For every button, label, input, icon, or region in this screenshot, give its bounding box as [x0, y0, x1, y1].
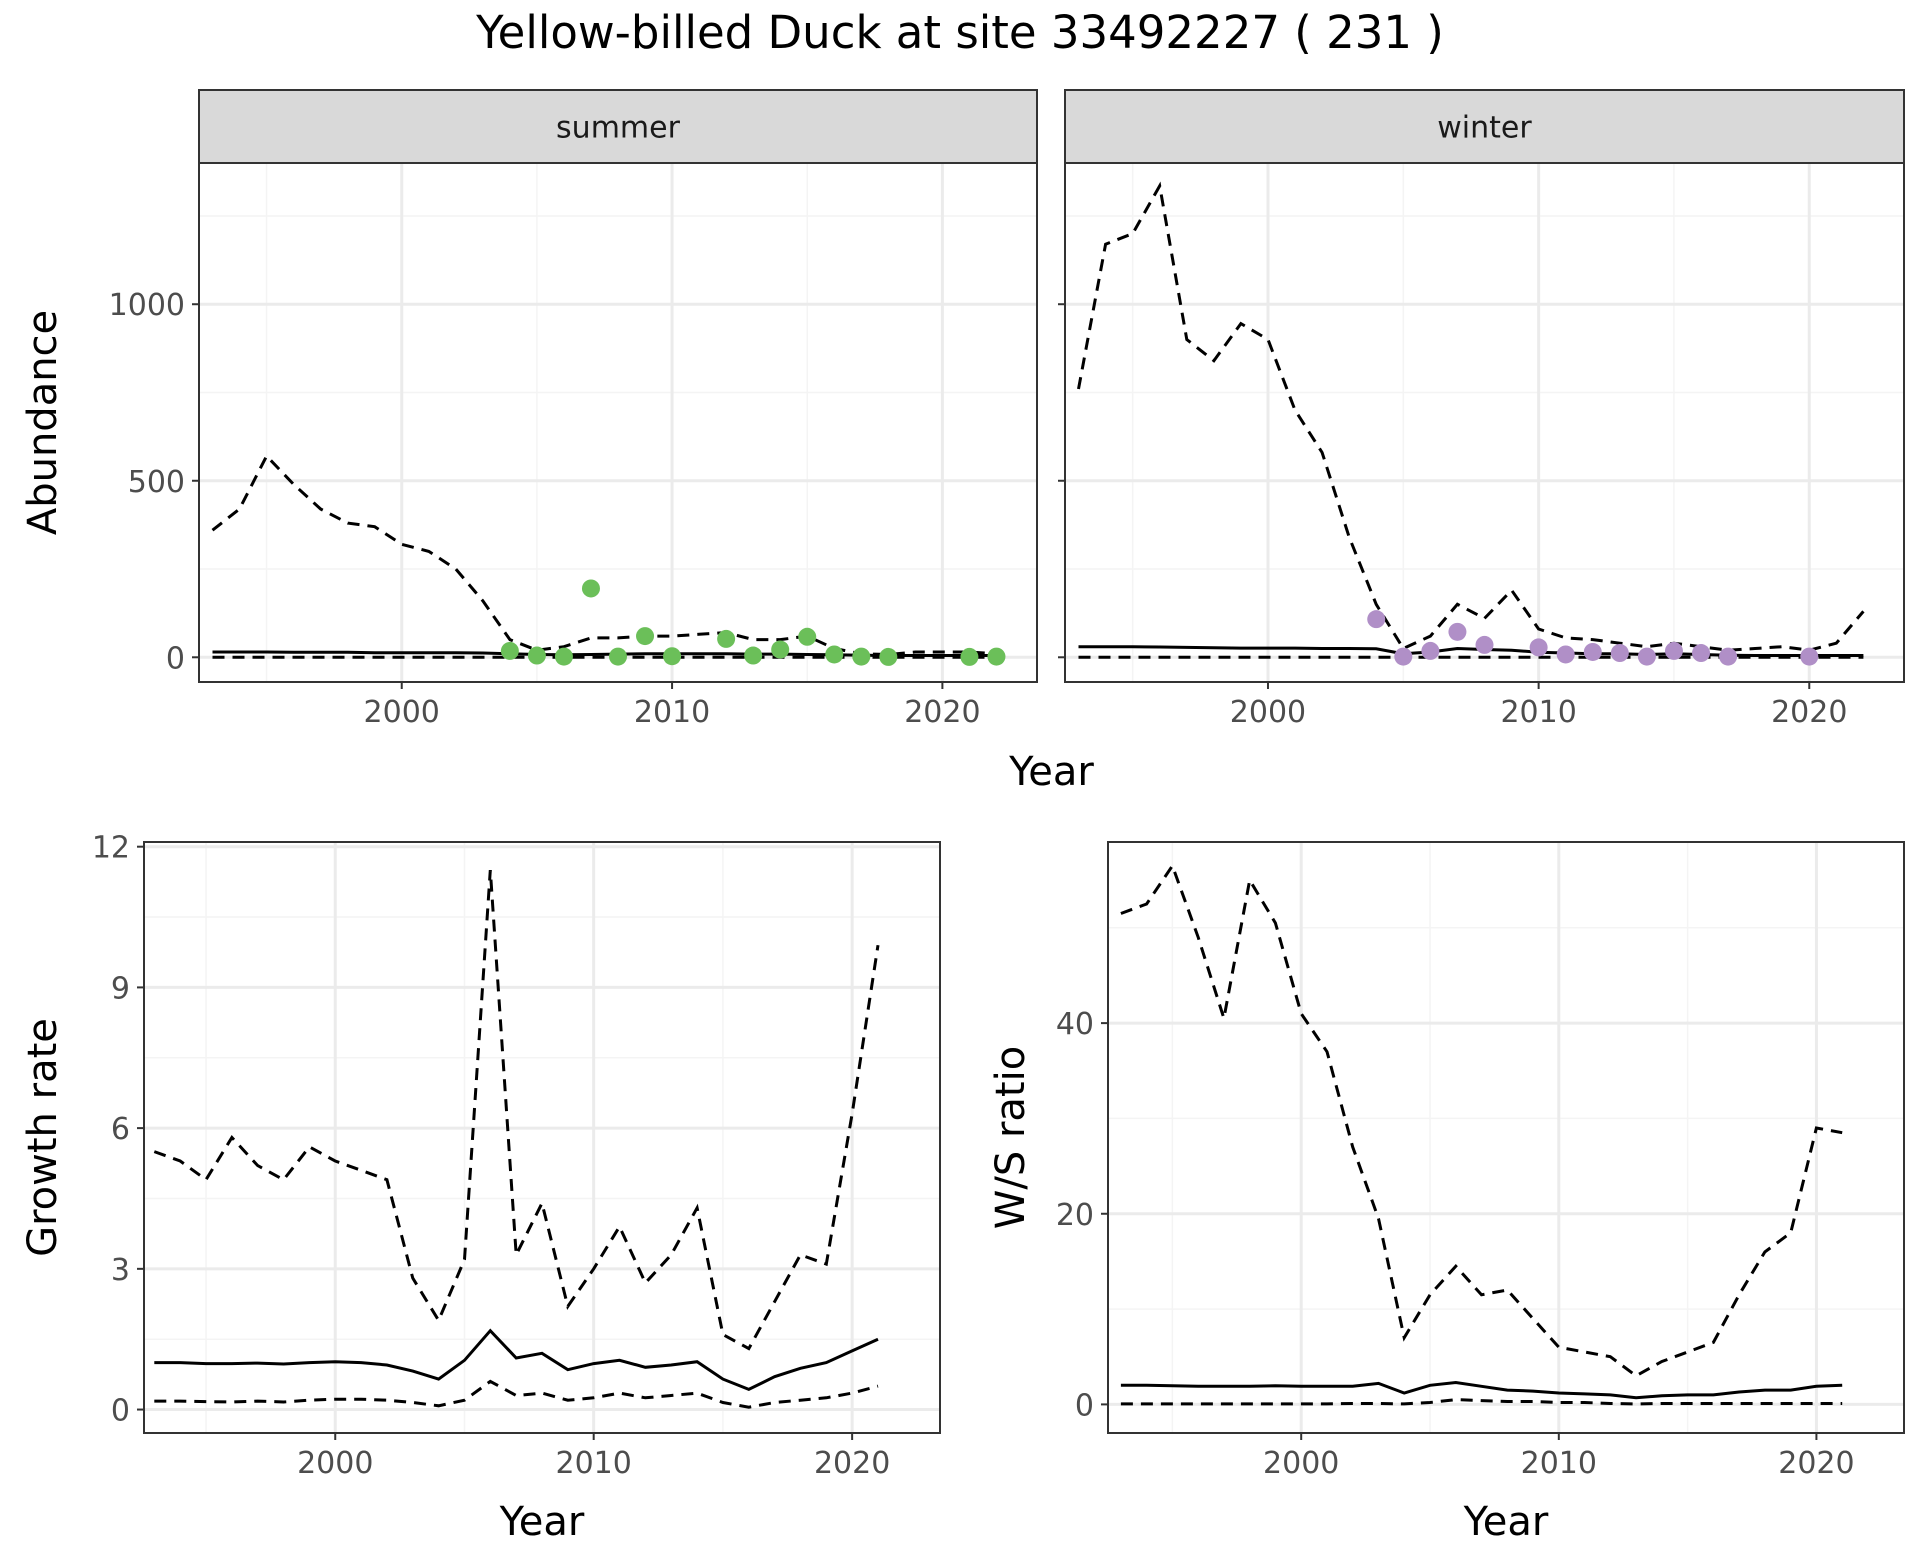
observed-point: [609, 647, 627, 666]
x-tick-label: 2010: [634, 695, 710, 730]
x-tick-label: 2000: [1263, 1446, 1339, 1481]
observed-point: [798, 627, 817, 646]
observed-point: [1448, 622, 1467, 641]
series-mean-line: [1078, 645, 1864, 657]
y-tick-label: 6: [111, 1112, 130, 1147]
chart-panel-3: 2000 2010 2020 0 20 40: [1056, 841, 1905, 1481]
observed-point: [1421, 641, 1440, 660]
y-tick-label: 3: [111, 1253, 130, 1288]
x-axis-title-top: Year: [1008, 749, 1094, 795]
y-tick-label: 20: [1056, 1198, 1094, 1233]
panel-border: [1064, 162, 1905, 683]
y-tick-label: 0: [1075, 1388, 1094, 1423]
facet-label: winter: [1437, 111, 1532, 146]
axis-titles: Year Abundance Year Growth rate Year W/S rati…: [20, 310, 1549, 1545]
series-mean-line: [154, 1328, 879, 1392]
x-tick-label: 2010: [1500, 695, 1576, 730]
observed-point: [554, 647, 573, 666]
x-tick-label: 2020: [814, 1446, 890, 1481]
series-upper-line: [1077, 181, 1865, 652]
observed-point: [500, 641, 519, 660]
facet-label: summer: [556, 111, 681, 146]
x-tick-label: 2010: [1521, 1446, 1597, 1481]
x-tick-label: 2000: [364, 695, 440, 730]
observed-point: [636, 627, 655, 646]
panel-border: [1107, 841, 1905, 1434]
observed-point: [852, 647, 871, 666]
observed-point: [1664, 641, 1683, 660]
series-upper-line: [211, 453, 997, 657]
x-tick-label: 2000: [297, 1446, 373, 1481]
observed-point: [1556, 645, 1575, 664]
observed-point: [960, 647, 979, 666]
series-mean-line: [1120, 1380, 1843, 1400]
series-lower-line: [1120, 1398, 1843, 1406]
panel-border: [198, 162, 1038, 683]
y-axis-title-growth: Growth rate: [20, 1018, 66, 1257]
y-tick-label: 0: [111, 1394, 130, 1429]
observed-point: [1637, 647, 1656, 666]
observed-point: [527, 646, 546, 665]
x-tick-label: 2020: [1778, 1446, 1854, 1481]
x-axis-title-growth: Year: [499, 1499, 585, 1545]
observed-point: [717, 629, 736, 648]
y-tick-label: 500: [128, 465, 185, 500]
y-tick-label: 40: [1056, 1007, 1094, 1042]
y-tick-label: 9: [111, 971, 130, 1006]
chart-title: Yellow-billed Duck at site 33492227 ( 23…: [475, 6, 1444, 59]
series-lower-line: [154, 1379, 879, 1409]
observed-point: [879, 647, 898, 666]
y-axis-title-abundance: Abundance: [20, 310, 66, 535]
observed-point: [1610, 644, 1629, 663]
y-tick-label: 12: [92, 831, 130, 866]
observed-point: [581, 579, 600, 598]
x-tick-label: 2010: [556, 1446, 632, 1481]
observed-point: [1800, 647, 1819, 666]
observed-point: [771, 640, 790, 659]
x-tick-label: 2000: [1230, 695, 1306, 730]
observed-point: [1475, 635, 1494, 654]
observed-point: [1692, 644, 1711, 663]
chart-panel-2: 2000 2010 2020 0 3 6 9 12: [92, 831, 941, 1481]
observed-point: [744, 646, 763, 665]
observed-point: [1719, 647, 1738, 666]
facet-strip: [1064, 89, 1905, 164]
observed-point: [1529, 638, 1548, 657]
chart-panel-1: winter 2000 2010 2020: [1058, 89, 1905, 730]
observed-point: [1367, 610, 1386, 629]
x-tick-label: 2020: [904, 695, 980, 730]
series-upper-line: [153, 869, 880, 1351]
series-upper-line: [1120, 862, 1843, 1378]
observed-point: [663, 647, 682, 666]
x-axis-title-ratio: Year: [1463, 1499, 1549, 1545]
chart-panel-0: summer 2000 2010 2020 0 500 1000: [109, 89, 1038, 730]
observed-point: [1583, 642, 1602, 661]
y-axis-title-ratio: W/S ratio: [988, 1046, 1034, 1229]
observed-point: [987, 647, 1006, 666]
panel-border: [143, 841, 941, 1434]
x-tick-label: 2020: [1771, 695, 1847, 730]
observed-point: [1394, 647, 1413, 666]
observed-point: [825, 645, 844, 664]
y-tick-label: 1000: [109, 288, 185, 323]
y-tick-label: 0: [166, 641, 185, 676]
facet-strip: [198, 89, 1038, 164]
